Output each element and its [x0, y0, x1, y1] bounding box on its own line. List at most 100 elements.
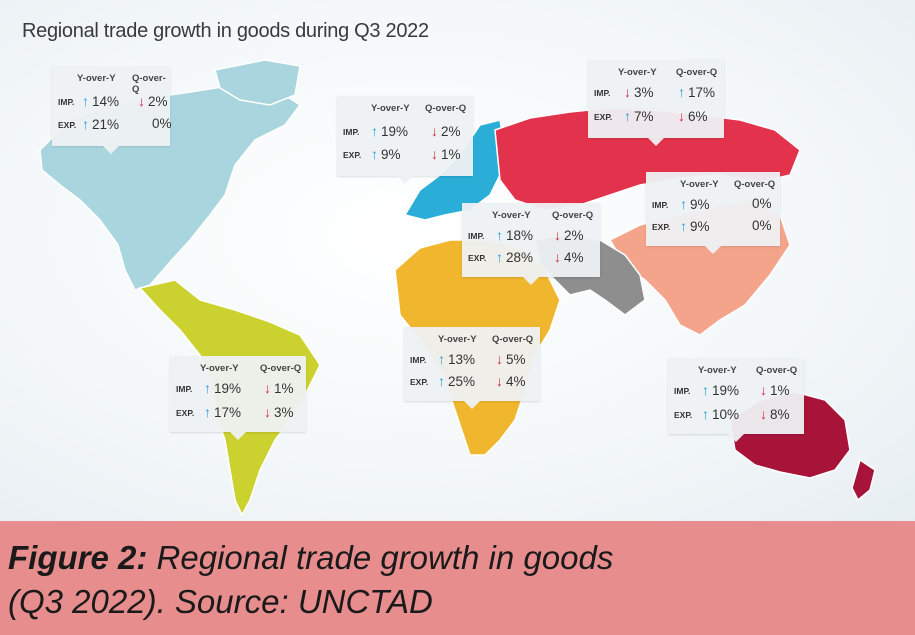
arrow-down-icon: ↓ [554, 249, 561, 265]
value-imp-yoy: ↑ 18% [496, 227, 533, 243]
header-yoy: Y-over-Y [618, 67, 657, 78]
value-imp-qoq: ↓ 2% [431, 123, 461, 139]
exp-yoy-text: 9% [690, 219, 710, 234]
value-exp-qoq: ↓ 8% [760, 406, 790, 422]
value-exp-yoy: ↑ 7% [624, 108, 654, 124]
row-imp: IMP. ↑ 19% ↓ 1% [674, 382, 802, 400]
region-new-zealand [851, 458, 876, 502]
arrow-up-icon: ↑ [82, 116, 89, 132]
imp-qoq-text: 5% [506, 352, 526, 367]
caption-line-2: (Q3 2022). Source: UNCTAD [8, 583, 433, 620]
value-imp-qoq: ↓ 2% [554, 227, 584, 243]
arrow-down-icon: ↓ [760, 382, 767, 398]
row-imp: IMP. ↑ 19% ↓ 2% [343, 123, 471, 141]
imp-yoy-text: 19% [214, 381, 242, 396]
row-exp: EXP. ↑ 25% ↓ 4% [410, 373, 538, 391]
header-yoy: Y-over-Y [698, 365, 737, 376]
region-greenland [214, 59, 301, 106]
row-exp: EXP. ↑ 10% ↓ 8% [674, 406, 802, 424]
value-imp-qoq: ↑ 17% [678, 84, 715, 100]
exp-yoy-text: 10% [712, 407, 740, 422]
value-exp-yoy: ↑ 9% [371, 146, 401, 162]
header-qoq: Q-over-Q [425, 103, 467, 114]
header-yoy: Y-over-Y [200, 363, 239, 374]
label-imp: IMP. [674, 386, 691, 396]
imp-yoy-text: 19% [381, 124, 409, 139]
arrow-up-icon: ↑ [496, 227, 503, 243]
value-exp-qoq: 0% [752, 218, 772, 233]
exp-yoy-text: 7% [634, 109, 654, 124]
card-europe: Y-over-Y Q-over-Q IMP. ↑ 19% ↓ 2% EXP. ↑ 9%… [337, 96, 473, 184]
header-qoq: Q-over-Q [734, 179, 776, 190]
value-imp-qoq: ↓ 2% [138, 93, 168, 109]
arrow-up-icon: ↑ [702, 382, 709, 398]
row-exp: EXP. ↑ 9% ↓ 1% [343, 146, 471, 164]
label-exp: EXP. [594, 112, 613, 122]
arrow-up-icon: ↑ [680, 218, 687, 234]
label-imp: IMP. [343, 127, 360, 137]
row-exp: EXP. ↑ 21% 0% [58, 116, 172, 134]
header-yoy: Y-over-Y [492, 210, 531, 221]
header-qoq: Q-over-Q [492, 334, 534, 345]
exp-qoq-text: 0% [752, 218, 772, 233]
value-exp-qoq: 0% [152, 116, 172, 131]
header-qoq: Q-over-Q [260, 363, 302, 374]
value-exp-yoy: ↑ 10% [702, 406, 739, 422]
arrow-down-icon: ↓ [554, 227, 561, 243]
exp-yoy-text: 17% [214, 405, 242, 420]
arrow-up-icon: ↑ [204, 404, 211, 420]
arrow-up-icon: ↑ [624, 108, 631, 124]
arrow-down-icon: ↓ [678, 108, 685, 124]
arrow-up-icon: ↑ [371, 146, 378, 162]
imp-yoy-text: 3% [634, 85, 654, 100]
card-africa: Y-over-Y Q-over-Q IMP. ↑ 13% ↓ 5% EXP. ↑ 25… [404, 327, 540, 409]
arrow-up-icon: ↑ [371, 123, 378, 139]
exp-qoq-text: 3% [274, 405, 294, 420]
value-imp-yoy: ↑ 14% [82, 93, 119, 109]
value-imp-qoq: ↓ 1% [760, 382, 790, 398]
value-imp-yoy: ↑ 19% [371, 123, 408, 139]
arrow-down-icon: ↓ [264, 404, 271, 420]
label-exp: EXP. [410, 377, 429, 387]
arrow-up-icon: ↑ [680, 196, 687, 212]
exp-qoq-text: 4% [506, 374, 526, 389]
label-imp: IMP. [58, 97, 75, 107]
imp-yoy-text: 14% [92, 94, 120, 109]
arrow-down-icon: ↓ [431, 123, 438, 139]
value-exp-qoq: ↓ 3% [264, 404, 294, 420]
value-imp-qoq: ↓ 5% [496, 351, 526, 367]
value-exp-qoq: ↓ 6% [678, 108, 708, 124]
exp-qoq-text: 1% [441, 147, 461, 162]
card-east-asia: Y-over-Y Q-over-Q IMP. ↑ 9% 0% EXP. ↑ 9% 0… [646, 172, 780, 254]
imp-yoy-text: 13% [448, 352, 476, 367]
value-exp-yoy: ↑ 28% [496, 249, 533, 265]
label-imp: IMP. [652, 200, 669, 210]
arrow-down-icon: ↓ [138, 93, 145, 109]
header-qoq: Q-over-Q [756, 365, 798, 376]
arrow-up-icon: ↑ [496, 249, 503, 265]
arrow-up-icon: ↑ [678, 84, 685, 100]
value-imp-yoy: ↑ 9% [680, 196, 710, 212]
arrow-up-icon: ↑ [204, 380, 211, 396]
row-imp: IMP. ↑ 13% ↓ 5% [410, 351, 538, 369]
figure-caption: Figure 2: Regional trade growth in goods… [0, 521, 915, 635]
arrow-down-icon: ↓ [264, 380, 271, 396]
header-yoy: Y-over-Y [438, 334, 477, 345]
label-imp: IMP. [176, 384, 193, 394]
card-oceania: Y-over-Y Q-over-Q IMP. ↑ 19% ↓ 1% EXP. ↑ 10… [668, 358, 804, 442]
header-qoq: Q-over-Q [676, 67, 718, 78]
label-exp: EXP. [58, 120, 77, 130]
imp-qoq-text: 1% [770, 383, 790, 398]
arrow-down-icon: ↓ [760, 406, 767, 422]
imp-qoq-text: 17% [688, 85, 716, 100]
exp-qoq-text: 0% [152, 116, 172, 131]
value-exp-yoy: ↑ 9% [680, 218, 710, 234]
value-exp-yoy: ↑ 21% [82, 116, 119, 132]
header-yoy: Y-over-Y [77, 73, 116, 84]
card-north-america: Y-over-Y Q-over-Q IMP. ↑ 14% ↓ 2% EXP. ↑ 21… [52, 66, 172, 154]
row-exp: EXP. ↑ 7% ↓ 6% [594, 108, 722, 126]
value-imp-yoy: ↑ 13% [438, 351, 475, 367]
arrow-down-icon: ↓ [496, 373, 503, 389]
value-exp-qoq: ↓ 4% [496, 373, 526, 389]
label-exp: EXP. [652, 222, 671, 232]
